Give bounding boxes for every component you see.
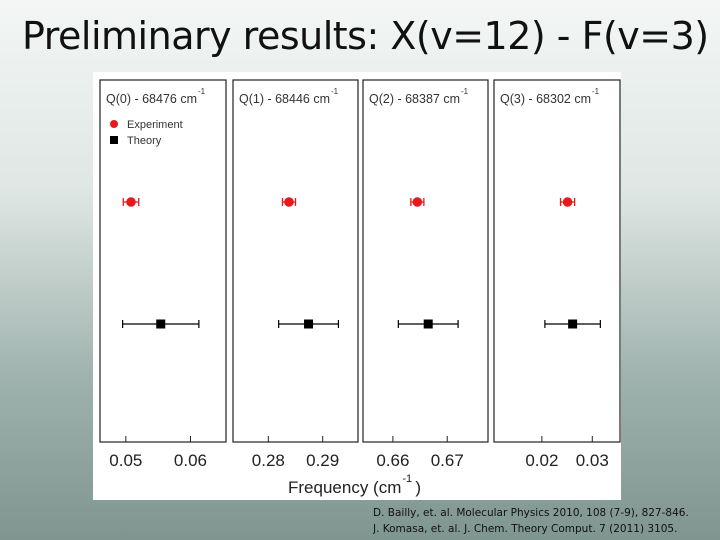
x-axis-label-paren: ) xyxy=(415,478,421,497)
panel-label-0: Q(0) - 68476 cm xyxy=(106,92,197,106)
x-axis-label-superscript: -1 xyxy=(402,473,412,485)
panel-frame-0 xyxy=(99,79,227,443)
theory-point-0 xyxy=(156,319,166,329)
reference-komasa: J. Komasa, et. al. J. Chem. Theory Compu… xyxy=(373,523,678,535)
panel-label-superscript-2: -1 xyxy=(461,87,469,96)
references: D. Bailly, et. al. Molecular Physics 201… xyxy=(373,505,718,537)
experiment-point-1 xyxy=(284,197,294,207)
panel-label-3: Q(3) - 68302 cm xyxy=(500,92,591,106)
legend-experiment-label: Experiment xyxy=(127,119,183,131)
x-axis-label: Frequency (cm xyxy=(288,478,401,497)
panel-label-1: Q(1) - 68446 cm xyxy=(239,92,330,106)
experiment-point-0 xyxy=(126,197,136,207)
x-tick-label-0-0: 0.05 xyxy=(109,451,142,470)
x-tick-label-0-1: 0.06 xyxy=(174,451,207,470)
panel-frame-1 xyxy=(232,79,359,443)
x-tick-label-3-0: 0.02 xyxy=(525,451,558,470)
x-tick-label-1-0: 0.28 xyxy=(252,451,285,470)
panel-label-2: Q(2) - 68387 cm xyxy=(369,92,460,106)
theory-point-2 xyxy=(423,319,433,329)
x-tick-label-2-1: 0.67 xyxy=(431,451,464,470)
legend-theory-marker xyxy=(110,136,118,144)
chart-area: Q(0) - 68476 cm -1 0.05 0.06 Q(1) - 68446 cm… xyxy=(93,72,621,500)
theory-point-3 xyxy=(568,319,578,329)
reference-bailly: D. Bailly, et. al. Molecular Physics 201… xyxy=(373,507,689,519)
panel-label-superscript-0: -1 xyxy=(198,87,206,96)
panel-frame-3 xyxy=(493,79,621,443)
experiment-point-3 xyxy=(562,197,573,207)
panel-frame-2 xyxy=(362,79,489,443)
x-tick-label-2-0: 0.66 xyxy=(376,451,409,470)
panel-label-superscript-3: -1 xyxy=(592,87,600,96)
panel-label-superscript-1: -1 xyxy=(331,87,339,96)
x-tick-label-3-1: 0.03 xyxy=(576,451,609,470)
theory-point-1 xyxy=(304,319,314,329)
legend-experiment-marker xyxy=(110,120,118,128)
experiment-point-2 xyxy=(412,197,423,207)
frequency-comparison-chart: Q(0) - 68476 cm-10.05 0.06Q(1) - 68446 cm… xyxy=(99,79,621,497)
legend-theory-label: Theory xyxy=(127,135,162,147)
x-tick-label-1-1: 0.29 xyxy=(306,451,339,470)
slide-title: Preliminary results: X(v=12) - F(v=3) xyxy=(22,14,709,58)
